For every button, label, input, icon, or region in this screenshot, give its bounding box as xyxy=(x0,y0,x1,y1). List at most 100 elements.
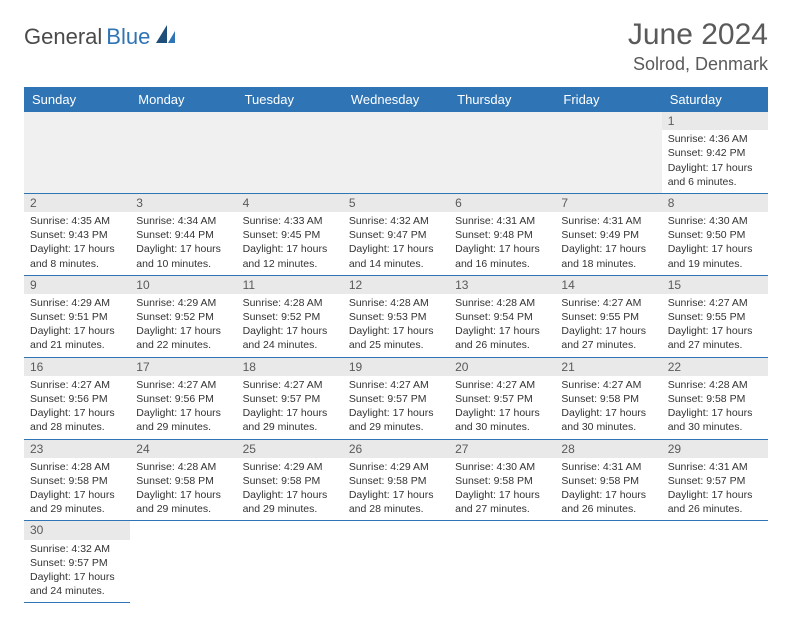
col-tuesday: Tuesday xyxy=(237,87,343,112)
sunset-text: Sunset: 9:58 PM xyxy=(30,474,124,488)
calendar-week-row: 16Sunrise: 4:27 AMSunset: 9:56 PMDayligh… xyxy=(24,357,768,439)
day-number: 13 xyxy=(449,276,555,294)
daylight-text: Daylight: 17 hours xyxy=(349,242,443,256)
sunset-text: Sunset: 9:47 PM xyxy=(349,228,443,242)
calendar-cell: 9Sunrise: 4:29 AMSunset: 9:51 PMDaylight… xyxy=(24,275,130,357)
day-number: 22 xyxy=(662,358,768,376)
col-friday: Friday xyxy=(555,87,661,112)
day-number: 23 xyxy=(24,440,130,458)
sunrise-text: Sunrise: 4:31 AM xyxy=(668,460,762,474)
calendar-cell xyxy=(237,112,343,193)
sunset-text: Sunset: 9:57 PM xyxy=(243,392,337,406)
day-body: Sunrise: 4:27 AMSunset: 9:58 PMDaylight:… xyxy=(555,376,661,439)
sunset-text: Sunset: 9:57 PM xyxy=(349,392,443,406)
calendar-cell: 12Sunrise: 4:28 AMSunset: 9:53 PMDayligh… xyxy=(343,275,449,357)
calendar-cell: 15Sunrise: 4:27 AMSunset: 9:55 PMDayligh… xyxy=(662,275,768,357)
sunrise-text: Sunrise: 4:29 AM xyxy=(243,460,337,474)
daylight-text: and 21 minutes. xyxy=(30,338,124,352)
calendar-cell: 17Sunrise: 4:27 AMSunset: 9:56 PMDayligh… xyxy=(130,357,236,439)
daylight-text: Daylight: 17 hours xyxy=(668,324,762,338)
calendar-cell xyxy=(343,521,449,603)
daylight-text: and 24 minutes. xyxy=(30,584,124,598)
sunset-text: Sunset: 9:55 PM xyxy=(668,310,762,324)
sunset-text: Sunset: 9:57 PM xyxy=(30,556,124,570)
day-body: Sunrise: 4:29 AMSunset: 9:58 PMDaylight:… xyxy=(237,458,343,521)
daylight-text: and 29 minutes. xyxy=(136,502,230,516)
col-sunday: Sunday xyxy=(24,87,130,112)
header-right: June 2024 Solrod, Denmark xyxy=(628,18,768,75)
calendar-cell: 22Sunrise: 4:28 AMSunset: 9:58 PMDayligh… xyxy=(662,357,768,439)
calendar-cell: 3Sunrise: 4:34 AMSunset: 9:44 PMDaylight… xyxy=(130,193,236,275)
sunrise-text: Sunrise: 4:28 AM xyxy=(243,296,337,310)
daylight-text: Daylight: 17 hours xyxy=(136,242,230,256)
calendar-cell: 18Sunrise: 4:27 AMSunset: 9:57 PMDayligh… xyxy=(237,357,343,439)
sunrise-text: Sunrise: 4:35 AM xyxy=(30,214,124,228)
day-body: Sunrise: 4:33 AMSunset: 9:45 PMDaylight:… xyxy=(237,212,343,275)
sunrise-text: Sunrise: 4:28 AM xyxy=(349,296,443,310)
daylight-text: and 29 minutes. xyxy=(243,420,337,434)
header: GeneralBlue June 2024 Solrod, Denmark xyxy=(24,18,768,75)
day-number: 7 xyxy=(555,194,661,212)
daylight-text: and 14 minutes. xyxy=(349,257,443,271)
day-number: 20 xyxy=(449,358,555,376)
sunrise-text: Sunrise: 4:31 AM xyxy=(561,460,655,474)
day-body: Sunrise: 4:32 AMSunset: 9:47 PMDaylight:… xyxy=(343,212,449,275)
calendar-cell: 2Sunrise: 4:35 AMSunset: 9:43 PMDaylight… xyxy=(24,193,130,275)
calendar-cell: 30Sunrise: 4:32 AMSunset: 9:57 PMDayligh… xyxy=(24,521,130,603)
daylight-text: Daylight: 17 hours xyxy=(455,242,549,256)
calendar-cell: 23Sunrise: 4:28 AMSunset: 9:58 PMDayligh… xyxy=(24,439,130,521)
sunset-text: Sunset: 9:57 PM xyxy=(668,474,762,488)
daylight-text: and 30 minutes. xyxy=(668,420,762,434)
calendar-table: Sunday Monday Tuesday Wednesday Thursday… xyxy=(24,87,768,603)
daylight-text: Daylight: 17 hours xyxy=(136,488,230,502)
day-number: 16 xyxy=(24,358,130,376)
daylight-text: Daylight: 17 hours xyxy=(561,324,655,338)
sunset-text: Sunset: 9:56 PM xyxy=(136,392,230,406)
sunset-text: Sunset: 9:55 PM xyxy=(561,310,655,324)
daylight-text: and 26 minutes. xyxy=(455,338,549,352)
daylight-text: Daylight: 17 hours xyxy=(243,406,337,420)
day-body: Sunrise: 4:31 AMSunset: 9:49 PMDaylight:… xyxy=(555,212,661,275)
day-body: Sunrise: 4:28 AMSunset: 9:58 PMDaylight:… xyxy=(24,458,130,521)
day-number: 8 xyxy=(662,194,768,212)
day-body: Sunrise: 4:34 AMSunset: 9:44 PMDaylight:… xyxy=(130,212,236,275)
day-body: Sunrise: 4:28 AMSunset: 9:53 PMDaylight:… xyxy=(343,294,449,357)
sunrise-text: Sunrise: 4:27 AM xyxy=(30,378,124,392)
sunrise-text: Sunrise: 4:27 AM xyxy=(349,378,443,392)
calendar-week-row: 30Sunrise: 4:32 AMSunset: 9:57 PMDayligh… xyxy=(24,521,768,603)
daylight-text: Daylight: 17 hours xyxy=(668,242,762,256)
day-number: 30 xyxy=(24,521,130,539)
daylight-text: Daylight: 17 hours xyxy=(349,488,443,502)
daylight-text: and 18 minutes. xyxy=(561,257,655,271)
daylight-text: Daylight: 17 hours xyxy=(30,324,124,338)
col-monday: Monday xyxy=(130,87,236,112)
sunrise-text: Sunrise: 4:31 AM xyxy=(561,214,655,228)
sunrise-text: Sunrise: 4:27 AM xyxy=(243,378,337,392)
day-number: 1 xyxy=(662,112,768,130)
daylight-text: Daylight: 17 hours xyxy=(30,242,124,256)
calendar-cell: 7Sunrise: 4:31 AMSunset: 9:49 PMDaylight… xyxy=(555,193,661,275)
col-thursday: Thursday xyxy=(449,87,555,112)
day-body: Sunrise: 4:27 AMSunset: 9:55 PMDaylight:… xyxy=(555,294,661,357)
calendar-cell: 27Sunrise: 4:30 AMSunset: 9:58 PMDayligh… xyxy=(449,439,555,521)
calendar-cell xyxy=(237,521,343,603)
sunset-text: Sunset: 9:42 PM xyxy=(668,146,762,160)
daylight-text: and 6 minutes. xyxy=(668,175,762,189)
sunrise-text: Sunrise: 4:27 AM xyxy=(455,378,549,392)
sunrise-text: Sunrise: 4:28 AM xyxy=(136,460,230,474)
sunset-text: Sunset: 9:58 PM xyxy=(668,392,762,406)
day-body: Sunrise: 4:27 AMSunset: 9:57 PMDaylight:… xyxy=(237,376,343,439)
calendar-cell xyxy=(449,112,555,193)
daylight-text: Daylight: 17 hours xyxy=(136,406,230,420)
daylight-text: Daylight: 17 hours xyxy=(136,324,230,338)
daylight-text: and 22 minutes. xyxy=(136,338,230,352)
calendar-cell xyxy=(449,521,555,603)
day-number: 14 xyxy=(555,276,661,294)
daylight-text: Daylight: 17 hours xyxy=(349,406,443,420)
daylight-text: Daylight: 17 hours xyxy=(349,324,443,338)
day-body: Sunrise: 4:29 AMSunset: 9:58 PMDaylight:… xyxy=(343,458,449,521)
page-title: June 2024 xyxy=(628,18,768,52)
daylight-text: and 26 minutes. xyxy=(561,502,655,516)
logo-suffix: Blue xyxy=(106,24,150,50)
daylight-text: Daylight: 17 hours xyxy=(243,488,337,502)
